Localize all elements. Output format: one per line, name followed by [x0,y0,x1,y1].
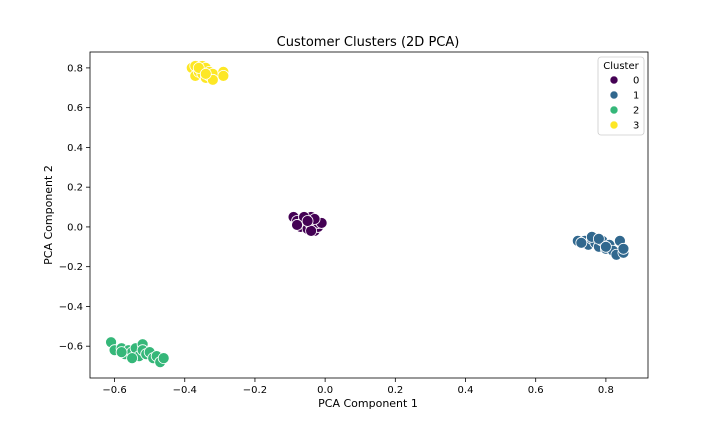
series-cluster-1 [571,230,630,261]
y-tick-label: 0.2 [67,183,83,194]
legend-label: 0 [633,76,639,87]
x-axis-label: PCA Component 1 [318,397,418,410]
y-tick-label: −0.2 [59,262,83,273]
y-tick-label: 0.6 [67,103,83,114]
x-tick-label: 0.6 [528,385,544,396]
chart-title: Customer Clusters (2D PCA) [277,35,460,50]
series-cluster-0 [287,211,328,237]
legend-label: 2 [633,106,639,117]
x-tick-label: −0.6 [102,385,126,396]
legend-label: 1 [633,91,639,102]
legend-box [597,56,645,136]
series-cluster-3 [185,60,230,86]
y-tick-label: −0.4 [59,302,83,313]
legend-label: 3 [633,121,639,132]
data-point [305,225,317,237]
x-tick-label: 0.8 [598,385,614,396]
x-tick-label: 0.0 [317,385,333,396]
data-point [217,69,230,82]
points-layer [105,60,630,368]
y-axis-label: PCA Component 2 [42,165,55,265]
y-tick-label: 0.4 [67,143,83,154]
data-point [301,215,314,227]
data-point [592,232,605,245]
x-tick-label: 0.2 [387,385,403,396]
y-tick-label: 0.8 [67,63,83,74]
data-point [126,352,139,365]
x-axis: −0.6 −0.4 −0.2 0.0 0.2 0.4 0.6 0.8 [102,378,614,396]
legend-marker [609,90,619,100]
data-point [599,240,612,253]
x-tick-label: −0.2 [243,385,267,396]
data-point [617,242,630,255]
x-tick-label: 0.4 [458,385,474,396]
legend-marker [609,120,619,130]
legend-entries: 0 1 2 3 [609,75,639,132]
legend-title: Cluster [603,61,639,72]
series-cluster-2 [105,336,170,368]
data-point [575,236,588,249]
legend-marker [609,105,619,115]
axes-frame [89,51,649,379]
y-axis: −0.6 −0.4 −0.2 0.0 0.2 0.4 0.6 0.8 [59,63,90,353]
plot-area [89,51,649,379]
legend: Cluster 0 1 2 3 [597,56,645,136]
data-point [157,352,170,365]
legend-marker [609,75,619,85]
data-point [115,346,128,359]
y-tick-label: 0.0 [67,222,83,233]
y-tick-label: −0.6 [59,342,83,353]
x-tick-label: −0.4 [173,385,197,396]
data-point [199,67,212,80]
data-point [291,219,303,231]
